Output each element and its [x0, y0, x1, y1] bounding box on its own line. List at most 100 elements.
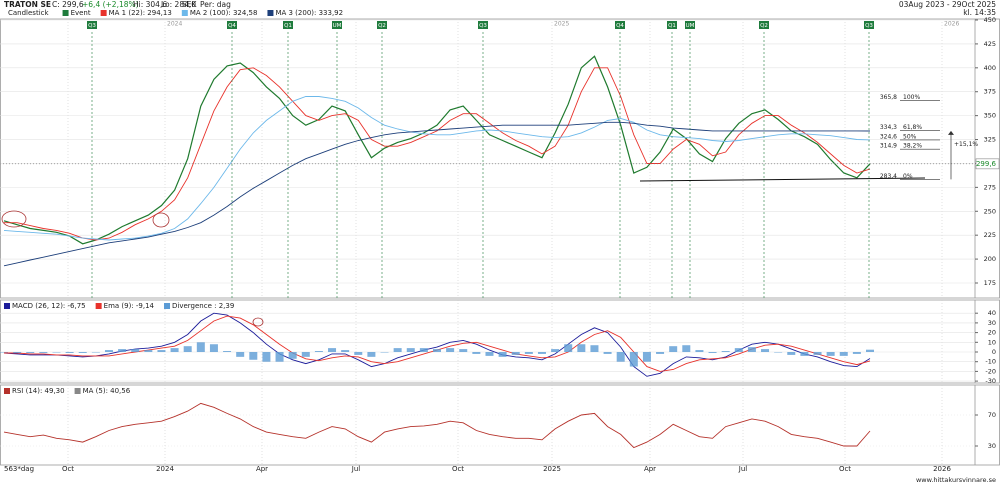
- x-tick-label: 2024: [156, 465, 174, 473]
- legend-swatch: [62, 10, 69, 16]
- histogram-bar: [209, 344, 218, 352]
- event-badge: [667, 21, 677, 29]
- histogram-bar: [695, 350, 704, 352]
- period: Per: dag: [200, 0, 231, 9]
- y-tick-label: 350: [984, 112, 996, 120]
- histogram-bar: [367, 352, 376, 357]
- histogram-bar: [852, 352, 861, 354]
- histogram-bar: [131, 349, 140, 352]
- legend-label: MA 3 (200): 333,92: [275, 9, 343, 17]
- histogram-bar: [354, 352, 363, 355]
- legend-label: Divergence : 2,39: [172, 302, 234, 310]
- highlight-circle: [1, 210, 27, 228]
- histogram-bar: [223, 351, 232, 352]
- y-tick-label: 400: [984, 64, 996, 72]
- legend-swatch: [95, 303, 102, 309]
- y-tick-label: -20: [985, 367, 996, 375]
- event-label: Q4: [616, 23, 624, 29]
- histogram-bar: [393, 348, 402, 352]
- y-tick-label: 325: [984, 136, 996, 144]
- event-badge: [332, 21, 342, 29]
- day-count: 563*dag: [4, 465, 34, 473]
- x-tick-label: Oct: [452, 465, 464, 473]
- fib-value: 314,9: [880, 143, 897, 150]
- x-tick-label: Oct: [62, 465, 74, 473]
- legend-label: Event: [71, 9, 91, 17]
- histogram-bar: [433, 349, 441, 352]
- histogram-bar: [118, 349, 127, 352]
- histogram-bar: [551, 349, 560, 352]
- chart-type-label: Candlestick: [8, 9, 49, 17]
- histogram-bar: [196, 342, 205, 352]
- event-label: Q4: [228, 23, 236, 29]
- highlight-circle: [152, 212, 170, 228]
- x-tick-label: Jul: [351, 465, 361, 473]
- legend-swatch: [267, 10, 274, 16]
- y-tick-label: 375: [984, 88, 996, 96]
- histogram-bar: [144, 350, 153, 352]
- histogram-bar: [669, 346, 678, 352]
- event-badge: [615, 21, 625, 29]
- high: Hi: 304,6: [133, 0, 167, 9]
- x-tick-label: 2026: [933, 465, 951, 473]
- change: +6,4 (+2,18%): [82, 0, 139, 9]
- histogram-bar: [866, 349, 874, 352]
- event-badge: [87, 21, 97, 29]
- year-label: 2024: [167, 21, 182, 28]
- event-label: UM: [686, 23, 695, 29]
- histogram-bar: [275, 352, 284, 362]
- fib-percent: 0%: [903, 173, 913, 180]
- histogram-bar: [104, 350, 113, 352]
- histogram-bar: [78, 352, 87, 353]
- histogram-bar: [590, 345, 599, 352]
- histogram-bar: [734, 348, 743, 352]
- y-tick-label: 10: [988, 338, 996, 346]
- histogram-bar: [524, 352, 533, 354]
- histogram-bar: [485, 352, 494, 356]
- y-tick-label: 275: [984, 183, 996, 191]
- event-badge: [283, 21, 293, 29]
- y-tick-label: 425: [984, 40, 996, 48]
- histogram-bar: [629, 352, 638, 367]
- event-label: Q1: [668, 23, 676, 29]
- x-tick-label: Apr: [644, 465, 656, 473]
- histogram-bar: [642, 352, 651, 362]
- histogram-bar: [721, 351, 730, 352]
- legend-swatch: [100, 10, 107, 16]
- histogram-bar: [52, 352, 61, 353]
- histogram-bar: [813, 352, 822, 355]
- event-label: Q2: [378, 23, 386, 29]
- histogram-bar: [183, 346, 192, 352]
- histogram-bar: [26, 352, 35, 353]
- x-tick-label: Oct: [839, 465, 851, 473]
- fib-value: 283,4: [880, 173, 897, 180]
- histogram-bar: [288, 352, 297, 359]
- histogram-bar: [656, 352, 665, 354]
- histogram-bar: [459, 349, 468, 352]
- histogram-bar: [314, 351, 323, 352]
- legend-swatch: [4, 388, 10, 394]
- histogram-bar: [446, 348, 455, 352]
- x-tick-label: Jul: [738, 465, 748, 473]
- legend-swatch: [4, 303, 10, 309]
- year-label: 2026: [944, 21, 959, 28]
- histogram-bar: [708, 352, 717, 353]
- histogram-bar: [537, 352, 546, 354]
- histogram-bar: [839, 352, 848, 356]
- legend-swatch: [164, 303, 171, 309]
- histogram-bar: [170, 348, 179, 352]
- histogram-bar: [419, 348, 428, 352]
- histogram-bar: [39, 352, 48, 353]
- histogram-bar: [301, 352, 310, 357]
- y-tick-label: 250: [984, 207, 996, 215]
- histogram-bar: [91, 352, 100, 353]
- histogram-bar: [406, 348, 415, 352]
- event-label: UM: [333, 23, 342, 29]
- y-tick-label: 450: [984, 16, 996, 24]
- time: kl. 14:35: [963, 8, 996, 17]
- histogram-bar: [249, 352, 258, 360]
- y-tick-label: 20: [988, 329, 996, 337]
- indicator-line: [3, 96, 871, 241]
- event-label: Q3: [865, 23, 873, 29]
